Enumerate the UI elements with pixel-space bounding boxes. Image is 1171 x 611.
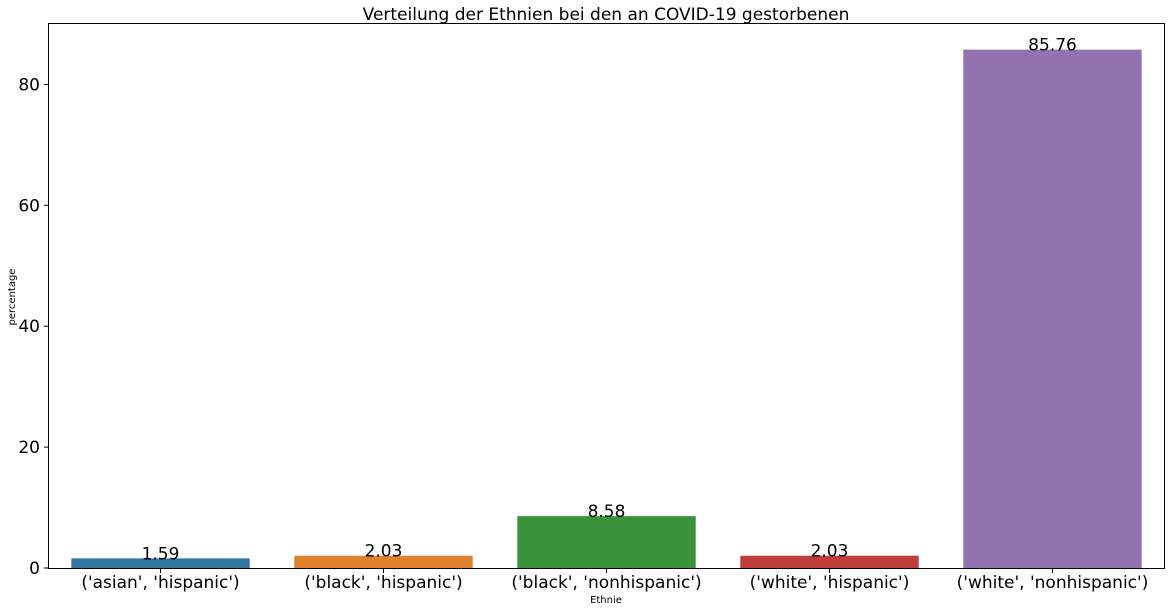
data-label: 8.58 bbox=[588, 502, 626, 522]
bar bbox=[963, 49, 1142, 569]
data-label: 85.76 bbox=[1028, 36, 1077, 56]
bar bbox=[740, 555, 919, 568]
y-axis-ticks: 0 20 40 60 80 bbox=[18, 75, 49, 579]
x-axis-ticks: ('asian', 'hispanic') ('black', 'hispanic… bbox=[81, 568, 1148, 593]
plot-frame bbox=[48, 23, 1165, 569]
y-tick-label: 60 bbox=[18, 196, 40, 216]
bar bbox=[517, 516, 696, 568]
x-tick-label: ('white', 'hispanic') bbox=[750, 573, 910, 593]
data-labels-layer: 1.59 2.03 8.58 2.03 85.76 bbox=[142, 36, 1077, 565]
y-tick-label: 40 bbox=[18, 317, 40, 337]
data-label: 1.59 bbox=[142, 544, 180, 564]
x-tick-label: ('black', 'nonhispanic') bbox=[511, 573, 701, 593]
bar bbox=[294, 555, 473, 568]
data-label: 2.03 bbox=[365, 542, 403, 562]
bar bbox=[71, 558, 250, 568]
chart-title: Verteilung der Ethnien bei den an COVID-… bbox=[363, 5, 850, 25]
x-axis-label: Ethnie bbox=[590, 595, 622, 606]
bars-layer bbox=[71, 49, 1142, 569]
y-axis-label: percentage bbox=[7, 269, 18, 326]
x-tick-label: ('asian', 'hispanic') bbox=[81, 573, 239, 593]
data-label: 2.03 bbox=[811, 542, 849, 562]
y-tick-label: 0 bbox=[29, 559, 40, 579]
x-tick-label: ('white', 'nonhispanic') bbox=[957, 573, 1149, 593]
y-tick-label: 80 bbox=[18, 75, 40, 95]
y-tick-label: 20 bbox=[18, 438, 40, 458]
x-tick-label: ('black', 'hispanic') bbox=[304, 573, 462, 593]
